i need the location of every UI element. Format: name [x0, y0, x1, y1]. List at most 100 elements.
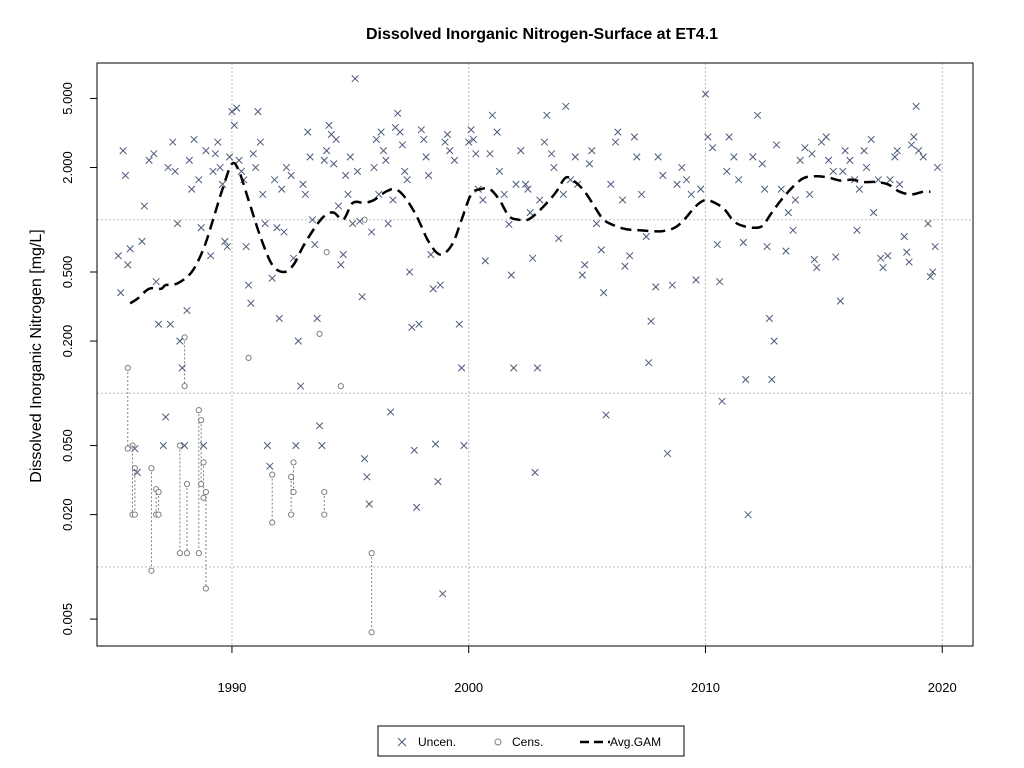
uncensored-point: [301, 190, 309, 199]
uncensored-point: [313, 314, 321, 323]
uncensored-point: [119, 147, 127, 155]
uncensored-point: [701, 90, 710, 98]
uncensored-point: [249, 150, 257, 158]
uncensored-point: [304, 128, 312, 136]
uncensored-point: [524, 185, 532, 193]
uncensored-point: [824, 156, 833, 164]
uncensored-point: [230, 121, 238, 129]
censored-point: [337, 383, 344, 390]
uncensored-point: [235, 156, 243, 164]
uncensored-point: [410, 446, 418, 454]
uncensored-point: [770, 337, 778, 345]
uncensored-point: [929, 268, 937, 276]
censored-point-lower: [200, 494, 207, 501]
censored-point-lower: [288, 511, 295, 518]
plot-frame: [96, 62, 974, 647]
uncensored-point: [254, 107, 262, 116]
uncensored-point: [275, 314, 283, 323]
uncensored-point: [358, 293, 366, 301]
uncensored-point: [299, 180, 307, 188]
uncensored-point: [386, 408, 395, 416]
censored-point: [200, 459, 207, 466]
uncensored-point: [287, 171, 295, 180]
uncensored-point: [543, 111, 551, 119]
censored-point-lower: [181, 383, 188, 390]
uncensored-point: [439, 590, 447, 598]
uncensored-point: [633, 153, 641, 161]
uncensored-point: [822, 133, 830, 141]
censored-point-lower: [269, 519, 276, 526]
censored-point: [195, 407, 202, 414]
uncensored-point: [486, 150, 494, 158]
censored-point: [323, 249, 330, 256]
uncensored-point: [377, 128, 385, 136]
legend-gam-label: Avg.GAM: [610, 735, 661, 749]
censored-point-lower: [290, 488, 297, 496]
uncensored-point: [405, 268, 414, 276]
censored-point: [155, 488, 162, 496]
uncensored-point: [259, 190, 267, 199]
uncensored-point: [678, 163, 686, 172]
uncensored-point: [521, 180, 530, 188]
censored-point: [245, 354, 252, 361]
uncensored-point: [479, 196, 487, 204]
uncensored-point: [455, 320, 463, 328]
legend: Uncen. Cens. Avg.GAM: [377, 725, 685, 757]
uncensored-point: [860, 147, 868, 155]
uncensored-point: [263, 441, 272, 450]
uncensored-point: [895, 180, 904, 188]
uncensored-point: [218, 180, 227, 188]
uncensored-point: [408, 323, 416, 331]
uncensored-point: [150, 150, 158, 158]
uncensored-point: [185, 156, 193, 164]
uncensored-point: [832, 253, 840, 261]
uncensored-point: [578, 271, 587, 279]
uncensored-point: [500, 190, 508, 199]
uncensored-point: [846, 156, 854, 164]
uncensored-point: [630, 133, 639, 141]
uncensored-point: [585, 160, 594, 168]
uncensored-point: [436, 281, 444, 289]
uncensored-point: [457, 364, 466, 372]
uncensored-point: [836, 297, 845, 305]
censored-point-lower: [131, 511, 138, 518]
uncensored-point: [777, 185, 785, 193]
uncensored-point: [505, 220, 513, 229]
uncensored-point: [510, 364, 518, 372]
censored-point: [368, 550, 375, 557]
uncensored-point: [197, 224, 205, 232]
uncensored-point: [829, 167, 837, 176]
uncensored-point: [441, 138, 449, 146]
uncensored-point: [614, 128, 622, 136]
uncensored-point: [145, 156, 153, 164]
uncensored-point: [401, 167, 409, 176]
uncensored-point: [460, 441, 468, 450]
uncensored-point: [791, 196, 800, 204]
censored-point: [198, 417, 205, 424]
uncensored-point: [469, 135, 478, 144]
uncensored-point: [154, 320, 163, 328]
uncensored-point: [903, 248, 911, 256]
uncensored-point: [268, 274, 276, 282]
uncensored-point: [225, 153, 234, 161]
uncensored-point: [372, 135, 381, 144]
uncensored-point: [914, 147, 923, 155]
uncensored-point: [173, 219, 182, 228]
uncensored-point: [841, 147, 849, 155]
uncensored-point: [166, 320, 175, 328]
uncensored-point: [242, 242, 250, 251]
uncensored-point: [531, 468, 539, 477]
uncensored-point: [394, 109, 402, 118]
uncensored-points: [114, 74, 942, 598]
uncensored-point: [642, 232, 650, 241]
censored-point: [148, 465, 155, 472]
uncensored-point: [450, 156, 459, 164]
censored-point-lower: [148, 567, 155, 574]
uncensored-point: [467, 126, 475, 134]
uncensored-point: [133, 468, 141, 477]
uncensored-point: [512, 180, 520, 188]
uncensored-point: [540, 138, 549, 146]
uncensored-point: [772, 141, 781, 149]
uncensored-point: [318, 441, 326, 450]
